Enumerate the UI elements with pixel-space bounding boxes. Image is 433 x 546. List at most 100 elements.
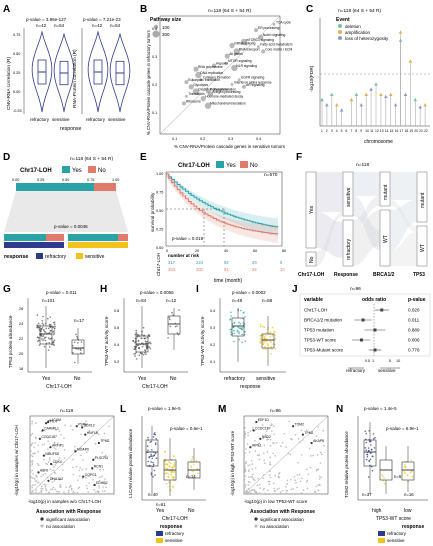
n-high-ref-point bbox=[372, 455, 374, 458]
panel-b-n: n=118 (64 S + 54 R) bbox=[208, 8, 252, 14]
i-sen-point bbox=[262, 325, 264, 328]
m-point-ns bbox=[323, 444, 325, 447]
i-ref-point bbox=[238, 332, 240, 335]
panel-b-legend-title: Pathway size bbox=[150, 17, 181, 23]
i-sen-point bbox=[265, 348, 267, 350]
k-point-ns bbox=[31, 455, 34, 458]
panel-k-legend-ns: no association bbox=[46, 524, 75, 529]
h-yes-point bbox=[149, 347, 152, 350]
k-point-ns bbox=[78, 469, 81, 472]
panel-j-n: n=96 bbox=[350, 286, 361, 292]
c-marker bbox=[418, 105, 422, 109]
m-point-ns bbox=[245, 493, 247, 495]
k-point-ns bbox=[53, 480, 56, 482]
n-low-sen-point bbox=[404, 466, 407, 469]
panel-d-ref-no bbox=[46, 234, 64, 241]
h-ytick-label: 0.2 bbox=[114, 360, 119, 364]
n-high-ref-point bbox=[369, 458, 372, 461]
m-point-ns bbox=[243, 492, 246, 495]
panel-i-cat1: refractory bbox=[224, 376, 246, 382]
panel-c-legend-loh: loss of heterozygosity bbox=[345, 36, 389, 41]
m-point-ns bbox=[269, 476, 272, 479]
l-no-sen-point bbox=[195, 460, 198, 462]
k-point-ns bbox=[59, 485, 62, 488]
h-no-point bbox=[176, 332, 179, 334]
panel-l-legend-ref-swatch bbox=[156, 531, 163, 536]
panel-b-ticks: 0.1 0.2 0.3 0.4 0.4 0.3 0.2 0.1 bbox=[152, 27, 261, 141]
f-flow-yes-ref bbox=[316, 212, 343, 258]
m-point-ns bbox=[251, 468, 254, 470]
k-point-ns bbox=[42, 474, 44, 476]
panel-n-legend-ref-swatch bbox=[378, 531, 385, 536]
panel-n-letter: N bbox=[336, 404, 343, 415]
m-point-ns bbox=[249, 430, 252, 432]
h-yes-point bbox=[134, 341, 136, 344]
h-yes-point bbox=[133, 348, 136, 351]
i-ref-point bbox=[244, 330, 246, 333]
panel-k-diagonal bbox=[29, 415, 115, 495]
i-ytick-label: 0.3 bbox=[210, 326, 215, 330]
g-yes-point bbox=[52, 343, 55, 346]
m-point-ns bbox=[244, 436, 246, 438]
e-no-curve bbox=[166, 173, 279, 235]
i-sen-point bbox=[269, 331, 272, 333]
k-point-sig bbox=[91, 467, 94, 470]
panel-k-letter: K bbox=[3, 404, 11, 415]
m-point-ns bbox=[252, 473, 254, 476]
m-point-ns bbox=[274, 493, 277, 495]
j-row-pvalue: 0.026 bbox=[408, 308, 420, 313]
k-point-ns bbox=[61, 469, 64, 471]
d-tick-label: 0.75 bbox=[87, 178, 94, 182]
h-yes-point bbox=[143, 337, 146, 340]
h-no-box bbox=[167, 315, 181, 335]
g-yes-point bbox=[53, 332, 56, 334]
panel-b: B n=118 (64 S + 54 R) Pathway size 100 3… bbox=[140, 4, 293, 149]
i-sen-point bbox=[262, 341, 264, 344]
panel-i-letter: I bbox=[196, 284, 199, 295]
f-flow-sens-wt bbox=[353, 196, 380, 250]
b-point-label: ER processing bbox=[258, 26, 280, 30]
k-gene-label: PSPH bbox=[78, 422, 88, 426]
h-yes-point bbox=[136, 336, 139, 338]
n-high-ref-point bbox=[372, 437, 375, 440]
k-point-ns bbox=[85, 451, 88, 454]
m-point-ns bbox=[291, 438, 293, 441]
panel-m-legend-ns-dot bbox=[254, 524, 258, 528]
m-point-ns bbox=[246, 443, 249, 445]
panel-f-label-sensitive: sensitive bbox=[346, 187, 352, 207]
m-point-ns bbox=[292, 488, 294, 490]
m-point-ns bbox=[247, 480, 250, 483]
n-low-sen-point bbox=[404, 463, 406, 466]
l-yes-ref-point bbox=[153, 432, 156, 434]
l-yes-sen-point bbox=[164, 472, 166, 475]
k-gene-label: EDHB2 bbox=[96, 481, 107, 485]
k-point-ns bbox=[31, 462, 34, 464]
b-point bbox=[192, 88, 200, 95]
panel-n-xlabel: TP53-WT score bbox=[376, 516, 411, 522]
m-point-ns bbox=[272, 452, 274, 455]
panel-g-n1: n=101 bbox=[42, 298, 55, 303]
panel-e-yticks: 1.00 0.75 0.50 0.25 0.00 bbox=[156, 172, 163, 250]
m-point-ns bbox=[285, 446, 287, 448]
k-point-sig bbox=[46, 420, 50, 424]
m-point-ns bbox=[256, 454, 259, 457]
l-yes-ref-point bbox=[154, 474, 156, 476]
g-yes-point bbox=[37, 340, 39, 343]
j-row-point bbox=[373, 348, 377, 352]
k-point-ns bbox=[69, 425, 72, 427]
g-yes-point bbox=[40, 327, 42, 330]
l-yes-ref-point bbox=[147, 436, 149, 439]
b-point-label: Ribosome bbox=[186, 99, 201, 103]
k-point-sig bbox=[81, 426, 84, 429]
k-point-ns bbox=[68, 489, 70, 492]
panel-n-n3: n=16 bbox=[404, 492, 414, 497]
h-yes-point bbox=[148, 342, 150, 345]
panel-j-header-or: odds ratio bbox=[362, 297, 386, 303]
g-yes-point bbox=[47, 327, 50, 330]
c-marker bbox=[354, 92, 359, 96]
i-ytick-label: 0.4 bbox=[210, 309, 215, 313]
c-marker bbox=[320, 97, 324, 102]
l-yes-ref-point bbox=[152, 436, 155, 438]
k-point-ns bbox=[63, 491, 65, 493]
k-point-ns bbox=[54, 464, 57, 466]
